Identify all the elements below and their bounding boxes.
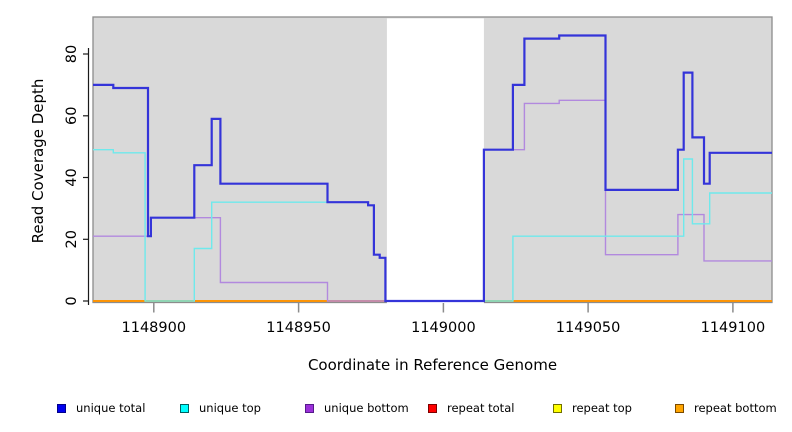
- legend-label: repeat total: [447, 401, 515, 415]
- legend-swatch-icon: [553, 403, 562, 413]
- y-tick-label: 20: [64, 230, 80, 248]
- legend-label: repeat top: [572, 401, 632, 415]
- legend: unique total unique top unique bottom repea…: [0, 399, 792, 419]
- legend-item-repeat-top: repeat top: [553, 399, 632, 417]
- legend-swatch-icon: [57, 403, 66, 413]
- legend-item-repeat-total: repeat total: [428, 399, 514, 417]
- y-tick-label: 40: [64, 168, 80, 186]
- legend-swatch-icon: [675, 403, 684, 413]
- x-tick-label: 1148950: [266, 320, 331, 336]
- legend-swatch-icon: [428, 403, 437, 413]
- y-tick-label: 0: [64, 296, 80, 305]
- x-axis-title: Coordinate in Reference Genome: [307, 356, 558, 374]
- legend-label: unique top: [199, 401, 261, 415]
- y-axis-title: Read Coverage Depth: [29, 78, 47, 244]
- legend-item-unique-top: unique top: [180, 399, 261, 417]
- legend-item-repeat-bottom: repeat bottom: [675, 399, 777, 417]
- series-line-unique-total: [93, 34, 772, 303]
- legend-label: repeat bottom: [694, 401, 777, 415]
- legend-label: unique total: [76, 401, 146, 415]
- x-tick-label: 1149050: [556, 320, 621, 336]
- y-tick-label: 60: [64, 107, 80, 125]
- legend-label: unique bottom: [324, 401, 409, 415]
- y-tick-label: 80: [64, 45, 80, 63]
- legend-item-unique-bottom: unique bottom: [305, 399, 409, 417]
- legend-swatch-icon: [305, 403, 314, 413]
- legend-swatch-icon: [180, 403, 189, 413]
- x-tick-label: 1148900: [122, 320, 187, 336]
- no-data-gap-region: [386, 18, 484, 304]
- series-line-unique-bottom: [93, 99, 772, 302]
- x-tick-label: 1149100: [701, 320, 766, 336]
- x-tick-label: 1149000: [411, 320, 476, 336]
- legend-item-unique-total: unique total: [57, 399, 145, 417]
